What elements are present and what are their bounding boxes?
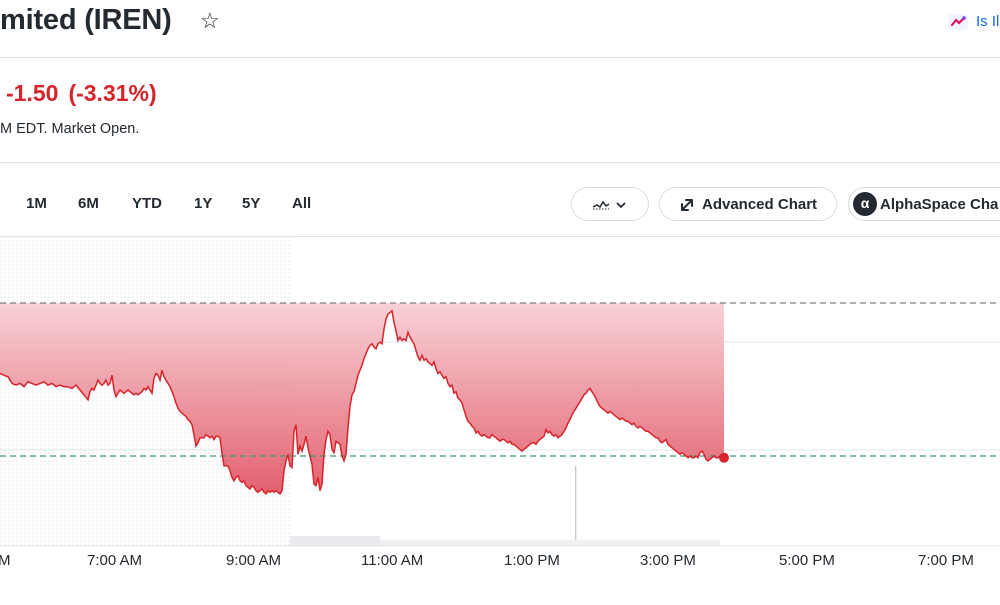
price-chart[interactable]: M 7:00 AM 9:00 AM 11:00 AM 1:00 PM 3:00 … <box>0 236 1000 600</box>
range-5y-button[interactable]: 5Y <box>242 195 261 212</box>
chevron-down-icon <box>616 202 626 209</box>
star-icon[interactable]: ☆ <box>200 8 220 33</box>
alphaspace-chart-label: AlphaSpace Cha <box>880 196 999 213</box>
chart-toolbar: 1M 6M YTD 1Y 5Y All Advanced Chart α Alp… <box>0 162 1000 237</box>
x-tick-label: 1:00 PM <box>504 552 560 569</box>
chart-type-icon <box>592 200 626 210</box>
range-all-button[interactable]: All <box>292 195 312 212</box>
quote-header: mited (IREN) ☆ Is Il <box>0 0 1000 58</box>
x-tick-label: 3:00 PM <box>640 552 696 569</box>
range-1m-button[interactable]: 1M <box>26 195 47 212</box>
x-tick-label: 5:00 PM <box>779 552 835 569</box>
below-close-fill <box>0 303 724 494</box>
price-line-down <box>0 309 725 496</box>
x-tick-label: M <box>0 552 11 569</box>
x-tick-label: 9:00 AM <box>226 552 281 569</box>
promo-icon <box>948 14 968 30</box>
price-change: -1.50 (-3.31%) <box>6 80 157 107</box>
alphaspace-logo-icon: α <box>853 192 877 216</box>
change-percent: (-3.31%) <box>68 80 157 106</box>
market-status: M EDT. Market Open. <box>0 121 140 137</box>
x-tick-label: 7:00 AM <box>87 552 142 569</box>
x-tick-label: 11:00 AM <box>361 552 423 569</box>
price-chart-svg[interactable]: M 7:00 AM 9:00 AM 11:00 AM 1:00 PM 3:00 … <box>0 236 1000 600</box>
promo-link[interactable]: Is Il <box>948 12 1000 32</box>
range-1y-button[interactable]: 1Y <box>194 195 213 212</box>
range-ytd-button[interactable]: YTD <box>132 195 162 212</box>
alphaspace-chart-button[interactable]: α AlphaSpace Cha <box>848 187 1000 221</box>
volume-bar <box>290 536 380 546</box>
expand-icon <box>681 199 693 211</box>
change-value: -1.50 <box>6 80 59 106</box>
promo-text[interactable]: Is Il <box>976 13 1000 30</box>
chart-type-dropdown[interactable] <box>571 187 649 221</box>
advanced-chart-button[interactable]: Advanced Chart <box>659 187 837 221</box>
range-6m-button[interactable]: 6M <box>78 195 99 212</box>
advanced-chart-label: Advanced Chart <box>702 196 818 213</box>
volume-bar <box>380 540 720 546</box>
last-price-dot <box>719 452 729 463</box>
page-title: mited (IREN) <box>0 4 172 36</box>
x-tick-label: 7:00 PM <box>918 552 974 569</box>
volume-spike-bar <box>575 466 577 546</box>
volume-bars <box>290 466 720 546</box>
